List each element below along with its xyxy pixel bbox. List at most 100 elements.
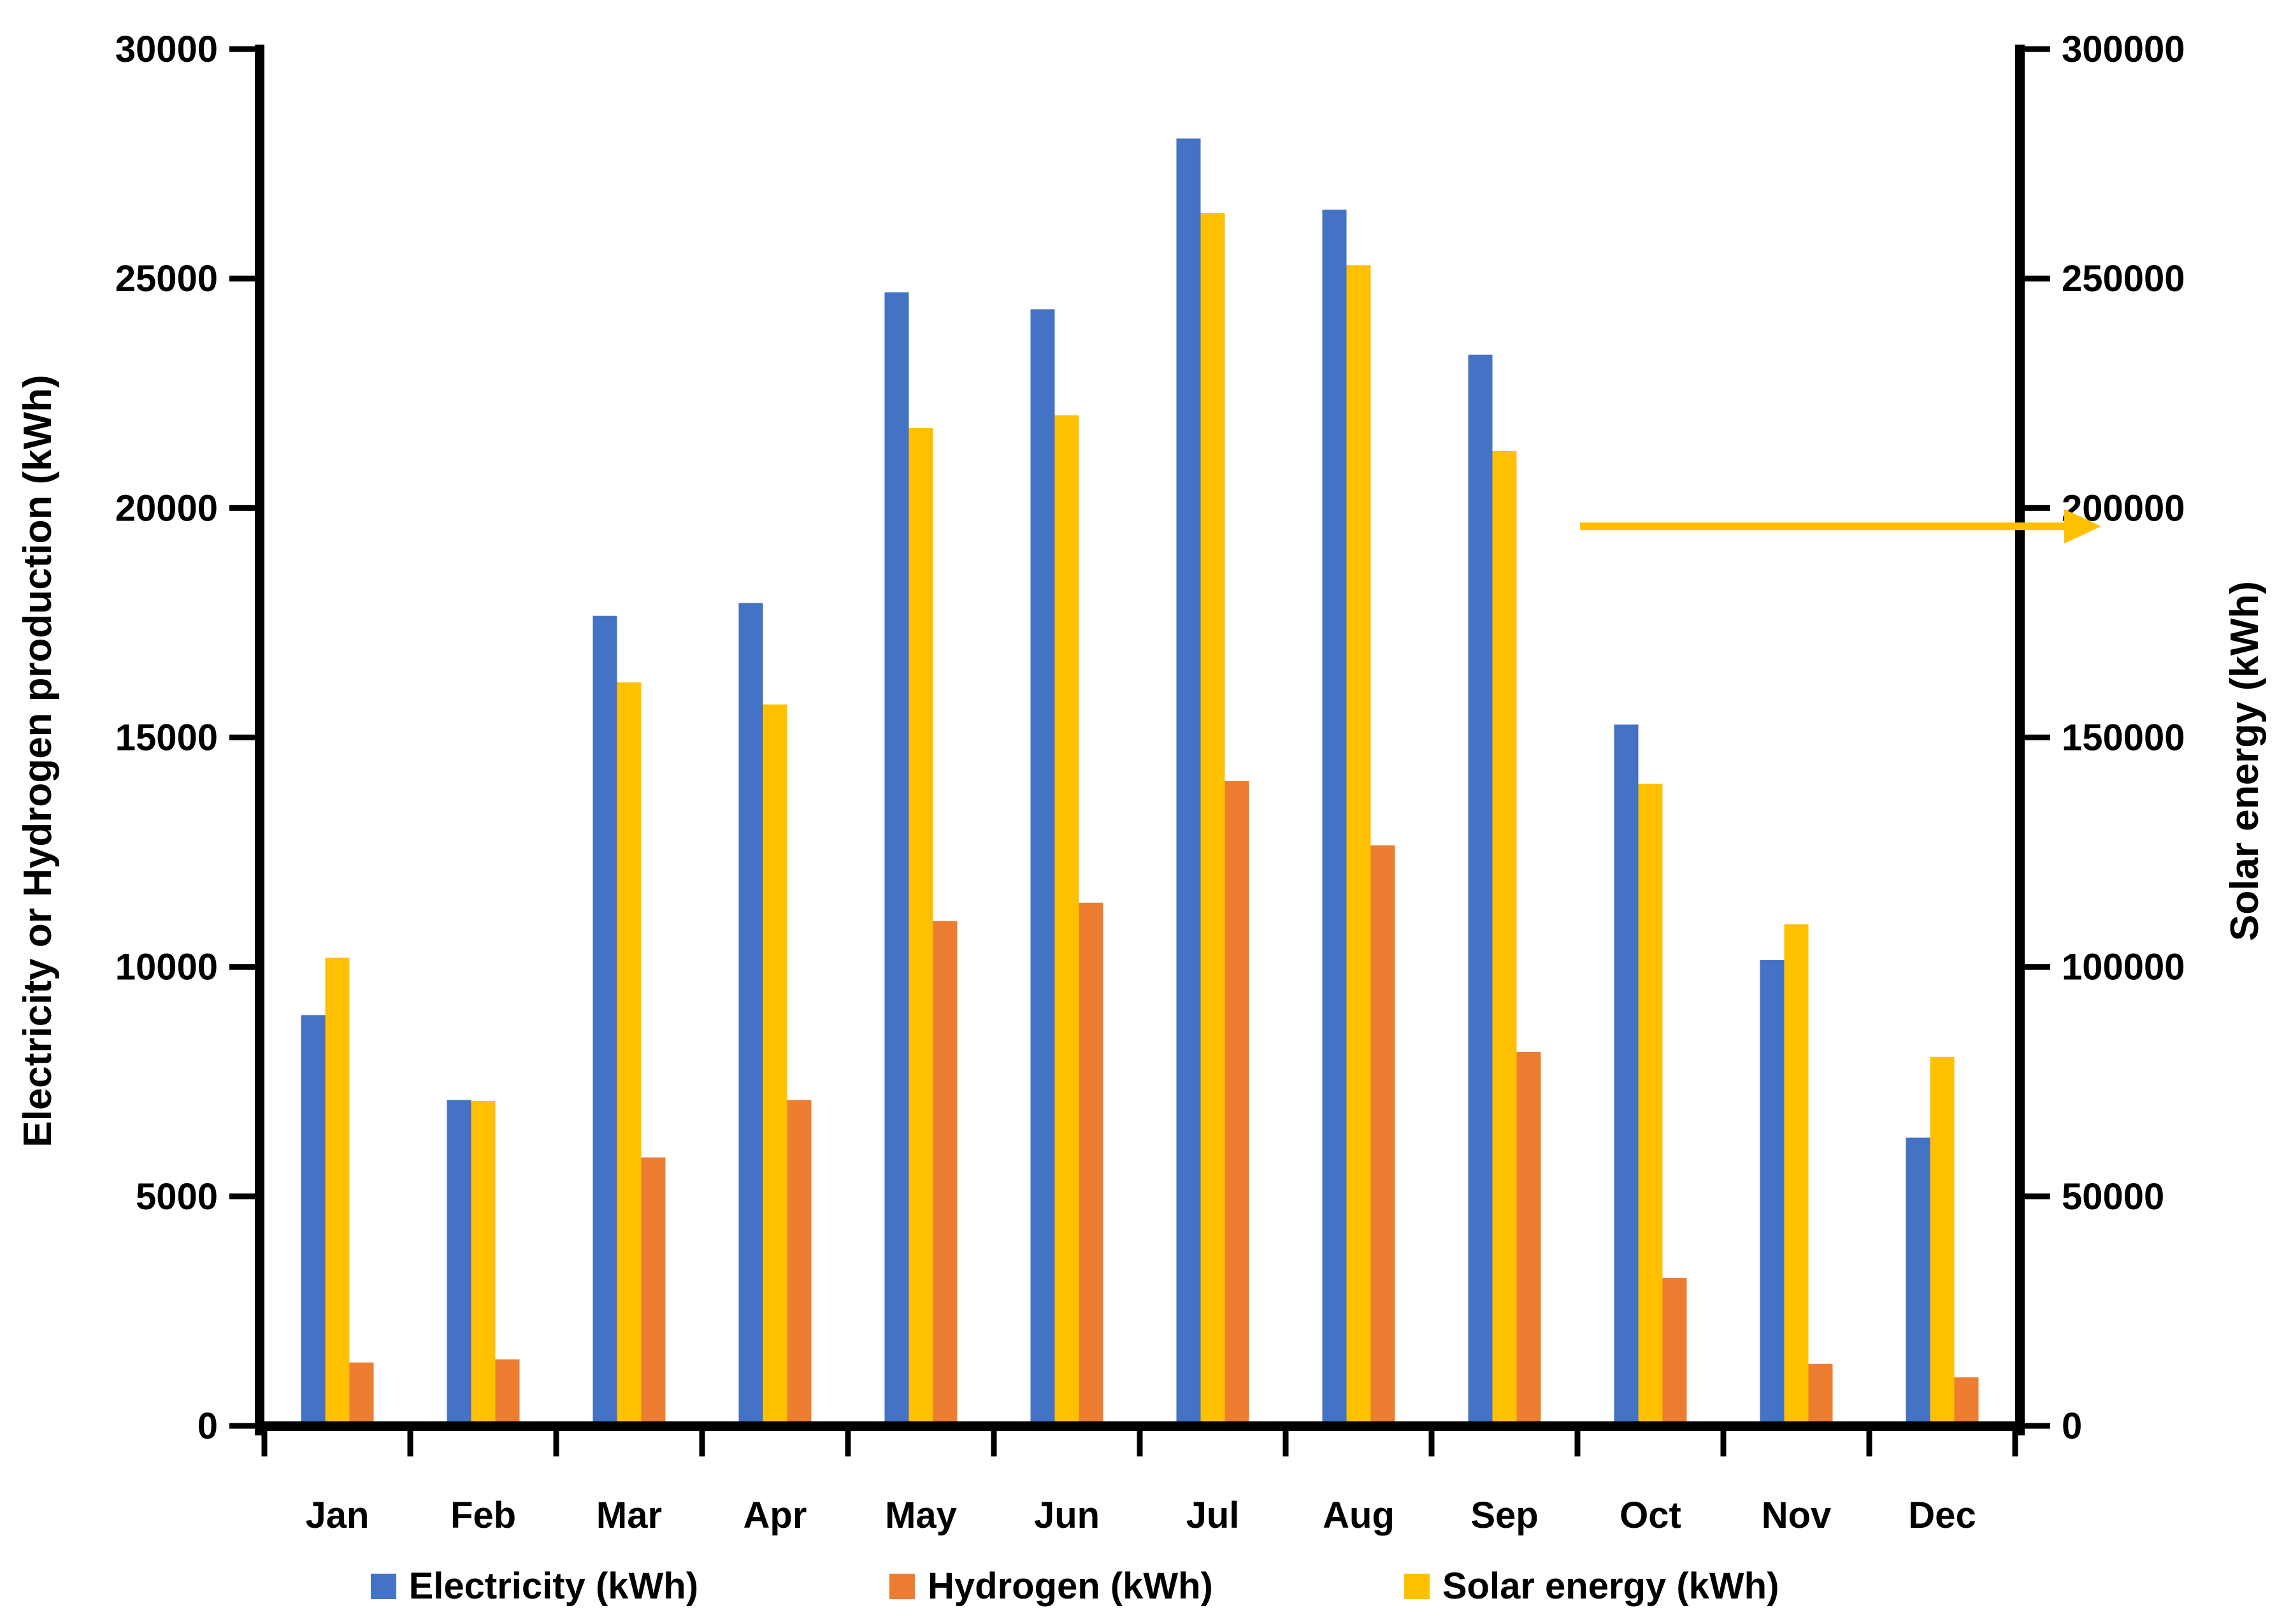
legend-label: Electricity (kWh) — [408, 1565, 699, 1607]
left-axis-tick-label: 30000 — [115, 29, 218, 70]
legend: Electricity (kWh) Hydrogen (kWh) Solar e… — [0, 1565, 2213, 1607]
left-axis-tick — [229, 1423, 255, 1429]
bar-electricity-feb — [447, 1100, 471, 1428]
bar-hydrogen-dec — [1954, 1377, 1979, 1428]
x-axis-tick — [1137, 1431, 1143, 1456]
left-axis-tick — [229, 1193, 255, 1200]
x-axis-label-oct: Oct — [1620, 1495, 1681, 1536]
solar-axis-arrow-head-icon — [2064, 509, 2101, 544]
right-axis-tick-label: 150000 — [2062, 717, 2185, 759]
left-axis-tick-label: 10000 — [115, 947, 218, 988]
bar-electricity-jun — [1030, 309, 1055, 1429]
left-axis-tick-label: 25000 — [115, 258, 218, 299]
left-axis-tick — [229, 275, 255, 282]
hydrogen-swatch-icon — [889, 1573, 916, 1599]
bar-solar-jun — [1054, 415, 1079, 1429]
bar-electricity-jul — [1176, 138, 1201, 1429]
right-axis-tick — [2025, 735, 2050, 740]
bar-hydrogen-jul — [1225, 780, 1249, 1428]
right-axis-tick — [2025, 275, 2050, 282]
left-axis-tick-label: 5000 — [136, 1176, 218, 1218]
right-axis-tick-label: 50000 — [2062, 1176, 2164, 1218]
bar-hydrogen-mar — [641, 1157, 666, 1428]
solar-axis-arrow-line — [1580, 522, 2064, 531]
x-axis-label-feb: Feb — [450, 1495, 516, 1536]
x-axis-label-dec: Dec — [1908, 1495, 1976, 1536]
bar-solar-feb — [471, 1101, 496, 1428]
bar-electricity-sep — [1468, 354, 1493, 1429]
x-axis-label-mar: Mar — [596, 1495, 662, 1536]
x-axis-tick — [991, 1431, 997, 1456]
bar-solar-mar — [617, 682, 642, 1428]
bar-hydrogen-may — [933, 921, 958, 1428]
left-axis-tick — [229, 505, 255, 511]
legend-item-hydrogen: Hydrogen (kWh) — [889, 1565, 1213, 1607]
x-axis-label-jul: Jul — [1186, 1495, 1240, 1536]
bar-hydrogen-nov — [1808, 1363, 1833, 1428]
x-axis-label-jun: Jun — [1034, 1495, 1100, 1536]
left-axis-tick — [229, 964, 255, 970]
left-axis-tick — [229, 735, 255, 740]
bar-hydrogen-apr — [787, 1100, 812, 1428]
legend-label: Solar energy (kWh) — [1442, 1565, 1779, 1607]
x-axis-label-nov: Nov — [1762, 1495, 1832, 1536]
bar-hydrogen-sep — [1516, 1051, 1541, 1428]
bar-solar-jan — [325, 958, 350, 1428]
right-axis-tick — [2025, 1193, 2050, 1200]
right-axis-tick — [2025, 505, 2050, 511]
legend-item-solar: Solar energy (kWh) — [1404, 1565, 1779, 1607]
x-axis-tick — [1720, 1431, 1727, 1456]
right-axis-tick — [2025, 46, 2050, 52]
bar-electricity-apr — [738, 603, 763, 1428]
left-axis-line — [255, 45, 264, 1435]
left-axis-tick-label: 0 — [198, 1405, 218, 1447]
bar-electricity-dec — [1906, 1137, 1930, 1428]
bar-electricity-oct — [1614, 724, 1639, 1428]
bar-solar-oct — [1638, 784, 1663, 1428]
bar-electricity-jan — [301, 1015, 326, 1428]
bar-hydrogen-oct — [1662, 1278, 1687, 1428]
bar-solar-dec — [1930, 1056, 1955, 1428]
bar-solar-nov — [1784, 924, 1809, 1428]
solar-swatch-icon — [1404, 1573, 1430, 1599]
bar-solar-apr — [763, 704, 787, 1428]
left-axis-tick — [229, 46, 255, 52]
left-axis-tick-label: 20000 — [115, 487, 218, 529]
x-axis-label-jan: Jan — [306, 1495, 370, 1536]
x-axis-tick — [553, 1431, 559, 1456]
x-axis-tick — [407, 1431, 413, 1456]
bar-hydrogen-feb — [495, 1359, 520, 1428]
right-axis-tick-label: 100000 — [2062, 947, 2185, 988]
x-axis-label-may: May — [885, 1495, 957, 1536]
bar-electricity-nov — [1760, 959, 1785, 1428]
bar-solar-may — [909, 428, 933, 1428]
left-axis-tick-label: 15000 — [115, 717, 218, 759]
x-axis-tick — [1282, 1431, 1289, 1456]
x-axis-line — [255, 1421, 2025, 1431]
electricity-swatch-icon — [370, 1573, 396, 1599]
x-axis-tick — [845, 1431, 851, 1456]
x-axis-tick — [1866, 1431, 1872, 1456]
right-axis-tick — [2025, 964, 2050, 970]
legend-label: Hydrogen (kWh) — [928, 1565, 1213, 1607]
x-axis-label-apr: Apr — [743, 1495, 807, 1536]
bar-solar-sep — [1492, 451, 1517, 1429]
bar-hydrogen-jan — [349, 1362, 374, 1428]
x-axis-tick — [261, 1431, 268, 1456]
bar-hydrogen-jun — [1079, 902, 1103, 1428]
right-axis-tick-label: 0 — [2062, 1405, 2082, 1447]
bar-electricity-may — [884, 292, 909, 1429]
x-axis-label-sep: Sep — [1470, 1495, 1538, 1536]
legend-item-electricity: Electricity (kWh) — [370, 1565, 699, 1607]
x-axis-tick — [699, 1431, 705, 1456]
bar-solar-jul — [1200, 213, 1225, 1429]
right-axis-tick-label: 300000 — [2062, 29, 2185, 70]
right-axis-tick — [2025, 1423, 2050, 1429]
right-axis-tick-label: 250000 — [2062, 258, 2185, 299]
x-axis-label-aug: Aug — [1323, 1495, 1395, 1536]
bar-electricity-mar — [593, 615, 617, 1428]
bar-solar-aug — [1346, 265, 1371, 1429]
bar-hydrogen-aug — [1370, 845, 1395, 1428]
